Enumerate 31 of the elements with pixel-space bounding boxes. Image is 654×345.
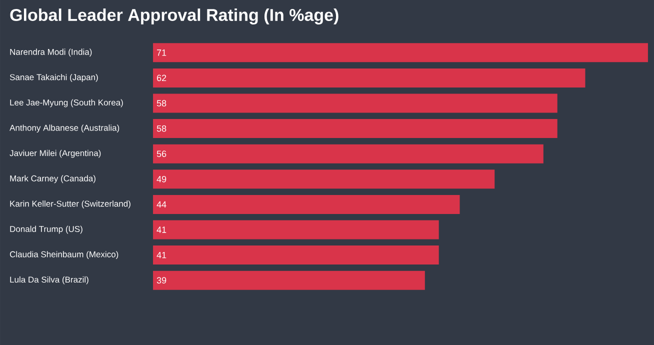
y-tick-label: Claudia Sheinbaum (Mexico) (10, 251, 118, 259)
y-tick-label: Lee Jae-Myung (South Korea) (10, 99, 123, 108)
bar (153, 43, 648, 62)
data-label: 71 (156, 50, 166, 56)
data-label: 41 (156, 252, 166, 258)
bar (153, 119, 558, 138)
y-tick-label: Donald Trump (US) (10, 226, 82, 234)
y-tick-label: Lula Da Silva (Brazil) (10, 276, 88, 284)
y-tick-label: Anthony Albanese (Australia) (10, 124, 120, 132)
y-tick-label: Narendra Modi (India) (10, 48, 92, 57)
data-label: 44 (156, 201, 166, 208)
data-label: 39 (156, 277, 166, 284)
bar (153, 270, 425, 290)
y-tick-label: Javiuer Milei (Argentina) (10, 150, 101, 158)
bar (153, 68, 586, 88)
data-label: 58 (156, 100, 166, 106)
data-label: 58 (156, 125, 166, 132)
bar (153, 94, 558, 113)
bar (153, 246, 439, 265)
y-tick-label: Karin Keller-Sutter (Switzerland) (10, 200, 130, 208)
bar (153, 170, 495, 189)
data-label: 56 (156, 150, 166, 158)
data-label: 41 (156, 226, 166, 233)
y-tick-label: Mark Carney (Canada) (10, 175, 96, 184)
bar (153, 144, 544, 164)
y-tick-label: Sanae Takaichi (Japan) (10, 74, 98, 82)
bar (153, 194, 460, 214)
data-label: 62 (156, 74, 166, 82)
bar (153, 220, 439, 240)
chart-title: Global Leader Approval Rating (In %age) (10, 8, 338, 24)
data-label: 49 (156, 176, 166, 182)
